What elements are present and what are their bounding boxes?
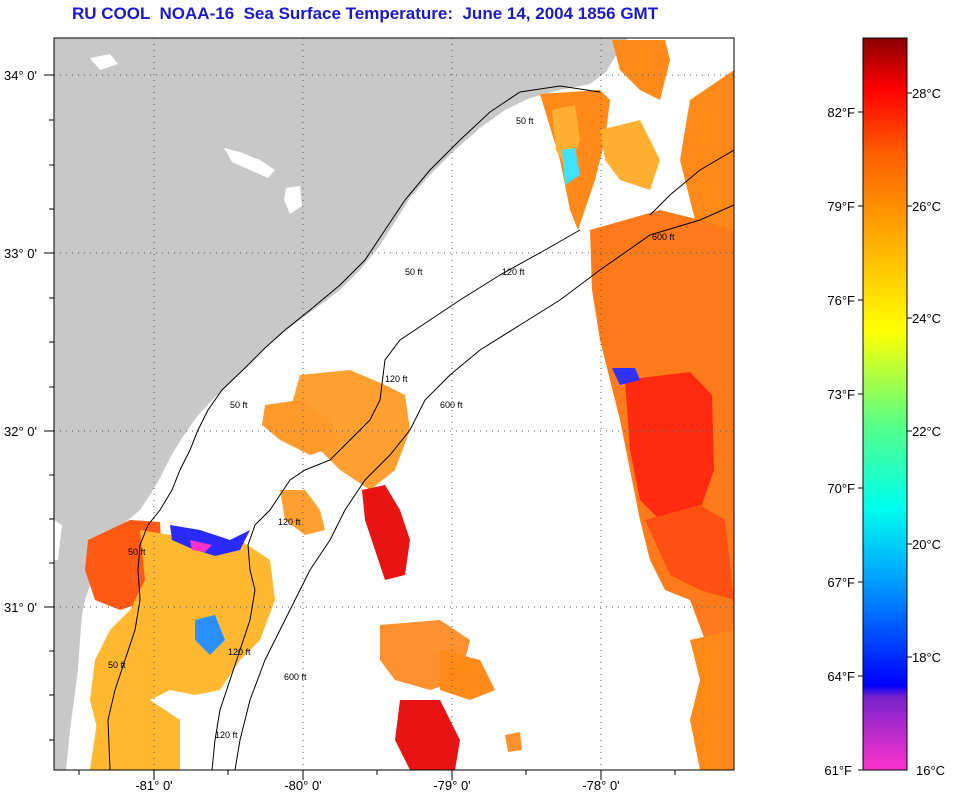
- contour-120ft: [211, 229, 581, 770]
- lat-tick-label: 34° 0': [4, 68, 37, 83]
- contour-label: 120 ft: [278, 517, 301, 527]
- contour-label: 50 ft: [128, 547, 146, 557]
- colorbar-f-label: 64°F: [827, 669, 855, 684]
- lat-tick-label: 32° 0': [4, 424, 37, 439]
- contour-label: 120 ft: [385, 374, 408, 384]
- lon-tick-label: -78° 0': [582, 778, 619, 793]
- colorbar-c-label: 24°C: [912, 311, 941, 326]
- contour-600ft: [234, 204, 734, 770]
- lake: [284, 186, 302, 214]
- contour-label: 50 ft: [405, 267, 423, 277]
- land-mass: [54, 38, 628, 770]
- contour-label: 50 ft: [230, 400, 248, 410]
- contour-labels: 50 ft 50 ft 120 ft 600 ft 50 ft 120 ft 6…: [108, 116, 675, 740]
- colorbar-f-label: 73°F: [827, 387, 855, 402]
- colorbar-f-label: 79°F: [827, 199, 855, 214]
- lon-tick-label: -79° 0': [433, 778, 470, 793]
- axis-ticks: [44, 74, 676, 780]
- isobaths: [107, 85, 734, 770]
- lat-tick-label: 33° 0': [4, 246, 37, 261]
- lon-tick-label: -81° 0': [135, 778, 172, 793]
- contour-50ft: [107, 85, 601, 770]
- colorbar-f-label: 67°F: [827, 575, 855, 590]
- contour-label: 120 ft: [228, 647, 251, 657]
- chart-title: RU COOL NOAA-16 Sea Surface Temperature:…: [72, 4, 659, 23]
- colorbar-c-label: 16°C: [916, 763, 945, 778]
- colorbar: 82°F 79°F 76°F 73°F 70°F 67°F 64°F 61°F …: [824, 37, 945, 778]
- colorbar-f-label: 76°F: [827, 293, 855, 308]
- contour-label: 50 ft: [516, 116, 534, 126]
- contour-label: 600 ft: [440, 400, 463, 410]
- contour-label: 600 ft: [652, 232, 675, 242]
- map-frame: [53, 37, 735, 771]
- colorbar-c-label: 28°C: [912, 86, 941, 101]
- contour-label: 50 ft: [108, 660, 126, 670]
- colorbar-f-label: 82°F: [827, 105, 855, 120]
- colorbar-f-label: 70°F: [827, 481, 855, 496]
- colorbar-c-label: 22°C: [912, 424, 941, 439]
- lake: [224, 148, 275, 178]
- lake: [54, 520, 62, 560]
- contour-label: 120 ft: [502, 267, 525, 277]
- latitude-labels: 34° 0' 33° 0' 32° 0' 31° 0': [4, 68, 37, 615]
- longitude-labels: -81° 0' -80° 0' -79° 0' -78° 0': [135, 778, 619, 793]
- lat-tick-label: 31° 0': [4, 600, 37, 615]
- colorbar-gradient: [862, 37, 908, 771]
- contour-label: 120 ft: [215, 730, 238, 740]
- colorbar-f-label: 61°F: [824, 763, 852, 778]
- colorbar-c-label: 26°C: [912, 199, 941, 214]
- graticule: [54, 38, 734, 770]
- contour-600ft-east: [649, 149, 734, 216]
- colorbar-c-label: 18°C: [912, 650, 941, 665]
- lake: [90, 54, 118, 70]
- lon-tick-label: -80° 0': [284, 778, 321, 793]
- contour-label: 600 ft: [284, 672, 307, 682]
- colorbar-c-label: 20°C: [912, 537, 941, 552]
